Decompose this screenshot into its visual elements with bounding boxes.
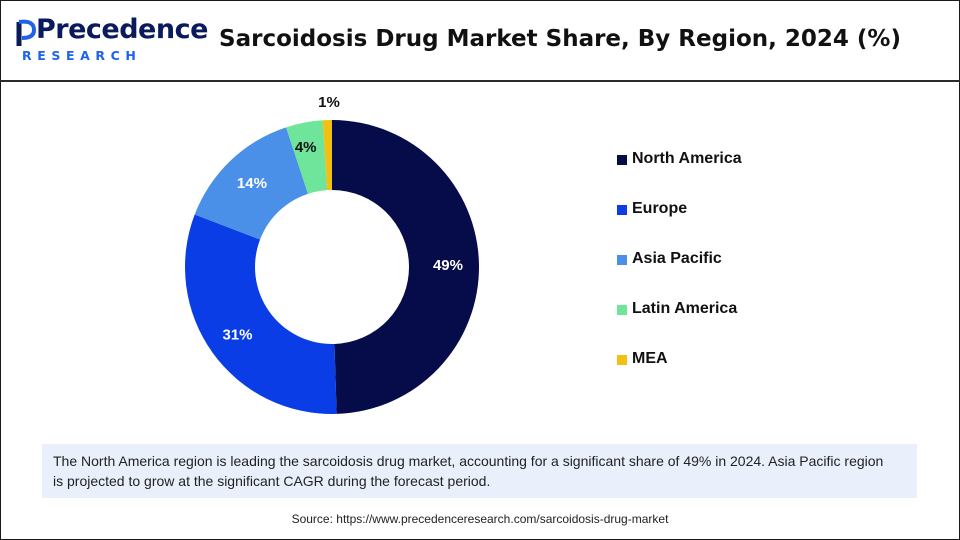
legend-label-mea: MEA bbox=[632, 350, 668, 367]
legend-label-north-america: North America bbox=[632, 150, 742, 167]
source-citation: Source: https://www.precedenceresearch.c… bbox=[291, 512, 669, 526]
header-divider bbox=[0, 80, 960, 82]
logo-wordmark: Precedence bbox=[36, 14, 208, 45]
slice-north-america bbox=[332, 120, 480, 414]
legend-item-latin-america: Latin America bbox=[617, 300, 742, 350]
legend-item-asia-pacific: Asia Pacific bbox=[617, 250, 742, 300]
legend-swatch-mea bbox=[617, 355, 627, 365]
legend-label-europe: Europe bbox=[632, 200, 688, 217]
data-label-mea: 1% bbox=[318, 94, 340, 111]
legend-swatch-north-america bbox=[617, 155, 627, 165]
slice-asia-pacific bbox=[194, 127, 308, 240]
donut-chart: 49% 31% 14% 4% 1% bbox=[185, 94, 480, 414]
data-label-latin-america: 4% bbox=[295, 139, 317, 156]
legend-label-latin-america: Latin America bbox=[632, 300, 738, 317]
chart-title: Sarcoidosis Drug Market Share, By Region… bbox=[219, 26, 901, 52]
logo-mark-icon bbox=[16, 19, 37, 46]
legend-label-asia-pacific: Asia Pacific bbox=[632, 250, 722, 267]
legend-swatch-latin-america bbox=[617, 305, 627, 315]
data-label-asia-pacific: 14% bbox=[237, 175, 267, 192]
legend-item-north-america: North America bbox=[617, 150, 742, 200]
legend-item-mea: MEA bbox=[617, 350, 742, 400]
summary-note-text: The North America region is leading the … bbox=[53, 453, 884, 489]
legend-swatch-asia-pacific bbox=[617, 255, 627, 265]
brand-logo: Precedence RESEARCH bbox=[16, 14, 208, 64]
slice-latin-america bbox=[286, 120, 328, 194]
data-label-north-america: 49% bbox=[433, 257, 463, 274]
slice-europe bbox=[185, 214, 337, 414]
chart-legend: North America Europe Asia Pacific Latin Ame… bbox=[617, 150, 742, 400]
logo-subtitle: RESEARCH bbox=[22, 48, 142, 63]
data-label-europe: 31% bbox=[222, 326, 252, 343]
summary-note: The North America region is leading the … bbox=[42, 444, 917, 498]
legend-item-europe: Europe bbox=[617, 200, 742, 250]
slice-mea bbox=[322, 120, 332, 191]
legend-swatch-europe bbox=[617, 205, 627, 215]
